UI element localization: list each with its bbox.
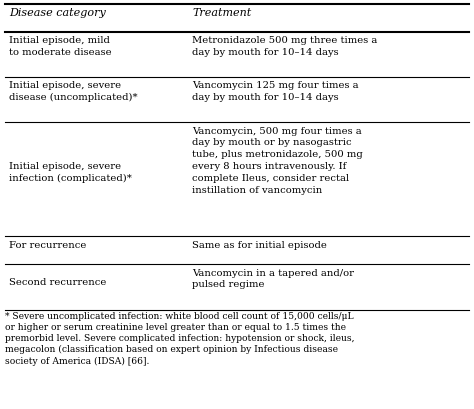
Text: Initial episode, severe
infection (complicated)*: Initial episode, severe infection (compl… bbox=[9, 162, 132, 183]
Text: * Severe uncomplicated infection: white blood cell count of 15,000 cells/μL
or h: * Severe uncomplicated infection: white … bbox=[5, 312, 354, 366]
Text: Vancomycin 125 mg four times a
day by mouth for 10–14 days: Vancomycin 125 mg four times a day by mo… bbox=[192, 81, 359, 102]
Text: Metronidazole 500 mg three times a
day by mouth for 10–14 days: Metronidazole 500 mg three times a day b… bbox=[192, 36, 377, 57]
Text: Vancomycin, 500 mg four times a
day by mouth or by nasogastric
tube, plus metron: Vancomycin, 500 mg four times a day by m… bbox=[192, 126, 363, 195]
Text: Disease category: Disease category bbox=[9, 8, 106, 18]
Text: Vancomycin in a tapered and/or
pulsed regime: Vancomycin in a tapered and/or pulsed re… bbox=[192, 269, 354, 290]
Text: Initial episode, severe
disease (uncomplicated)*: Initial episode, severe disease (uncompl… bbox=[9, 81, 138, 102]
Text: Initial episode, mild
to moderate disease: Initial episode, mild to moderate diseas… bbox=[9, 36, 112, 57]
Text: For recurrence: For recurrence bbox=[9, 241, 87, 250]
Text: Second recurrence: Second recurrence bbox=[9, 278, 107, 287]
Text: Treatment: Treatment bbox=[192, 8, 251, 18]
Text: Same as for initial episode: Same as for initial episode bbox=[192, 241, 327, 250]
